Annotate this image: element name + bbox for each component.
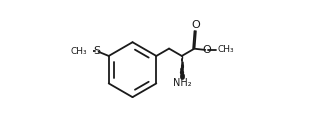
Text: S: S bbox=[93, 46, 100, 56]
Text: O: O bbox=[191, 20, 200, 30]
Text: NH₂: NH₂ bbox=[173, 78, 191, 88]
Text: O: O bbox=[202, 45, 211, 55]
Text: CH₃: CH₃ bbox=[217, 45, 234, 54]
Text: CH₃: CH₃ bbox=[71, 47, 88, 56]
